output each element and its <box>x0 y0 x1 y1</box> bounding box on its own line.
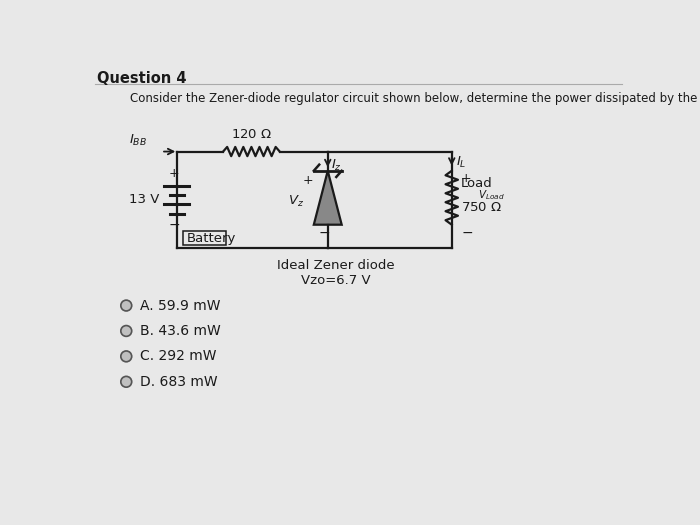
Text: Ideal Zener diode
Vzo=6.7 V: Ideal Zener diode Vzo=6.7 V <box>276 259 394 287</box>
Text: $I_L$: $I_L$ <box>456 155 467 170</box>
Circle shape <box>121 376 132 387</box>
Text: Consider the Zener-diode regulator circuit shown below, determine the power diss: Consider the Zener-diode regulator circu… <box>130 92 700 105</box>
Circle shape <box>121 326 132 337</box>
Text: D. 683 mW: D. 683 mW <box>140 375 218 389</box>
Text: $I_z$: $I_z$ <box>331 158 342 173</box>
Text: C. 292 mW: C. 292 mW <box>140 349 217 363</box>
Text: +: + <box>461 172 472 185</box>
Text: +: + <box>302 174 313 187</box>
Text: −: − <box>318 226 330 240</box>
Bar <box>183 231 226 245</box>
Text: Load: Load <box>461 177 493 190</box>
Text: +: + <box>169 166 179 180</box>
Text: 120 $\Omega$: 120 $\Omega$ <box>231 128 272 141</box>
Text: $V_{Load}$: $V_{Load}$ <box>478 188 505 202</box>
Polygon shape <box>314 171 342 225</box>
Text: $V_z$: $V_z$ <box>288 194 304 209</box>
Circle shape <box>121 300 132 311</box>
Circle shape <box>121 351 132 362</box>
Text: $I_{BB}$: $I_{BB}$ <box>129 133 147 148</box>
Text: Battery: Battery <box>187 232 236 245</box>
Text: Question 4: Question 4 <box>97 71 186 86</box>
Text: −: − <box>169 218 181 232</box>
Text: B. 43.6 mW: B. 43.6 mW <box>140 324 221 338</box>
Text: 13 V: 13 V <box>130 193 160 206</box>
Text: −: − <box>461 226 472 240</box>
Text: 750 $\Omega$: 750 $\Omega$ <box>461 201 502 214</box>
Text: A. 59.9 mW: A. 59.9 mW <box>140 299 220 312</box>
